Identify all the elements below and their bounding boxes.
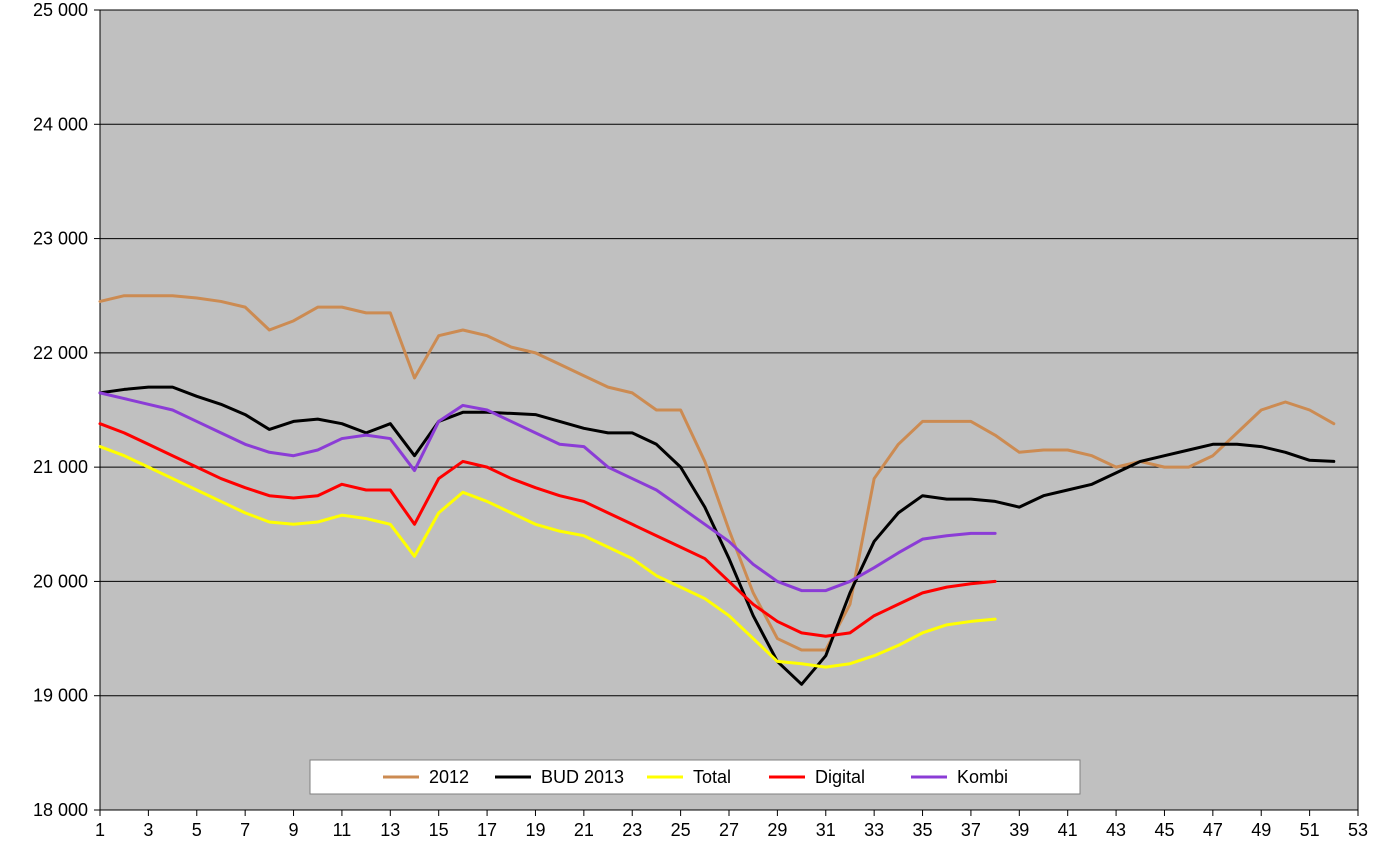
x-tick-label: 9 <box>289 820 299 840</box>
line-chart: 18 000 19 000 20 000 21 000 22 000 23 000 24 0… <box>0 0 1390 860</box>
x-tick-label: 13 <box>380 820 400 840</box>
x-tick-label: 25 <box>671 820 691 840</box>
x-tick-label: 17 <box>477 820 497 840</box>
y-tick-label: 24 000 <box>33 114 88 134</box>
x-tick-label: 51 <box>1300 820 1320 840</box>
x-tick-label: 53 <box>1348 820 1368 840</box>
x-tick-label: 7 <box>240 820 250 840</box>
y-tick-label: 20 000 <box>33 571 88 591</box>
x-tick-label: 1 <box>95 820 105 840</box>
x-tick-label: 21 <box>574 820 594 840</box>
x-tick-label: 49 <box>1251 820 1271 840</box>
y-tick-label: 22 000 <box>33 343 88 363</box>
y-tick-label: 18 000 <box>33 800 88 820</box>
legend-label: BUD 2013 <box>541 767 624 787</box>
x-tick-label: 45 <box>1154 820 1174 840</box>
legend-label: Kombi <box>957 767 1008 787</box>
x-tick-label: 3 <box>143 820 153 840</box>
plot-background <box>100 10 1358 810</box>
x-tick-label: 43 <box>1106 820 1126 840</box>
y-tick-label: 23 000 <box>33 229 88 249</box>
x-tick-label: 31 <box>816 820 836 840</box>
legend-label: Digital <box>815 767 865 787</box>
x-tick-label: 41 <box>1058 820 1078 840</box>
x-tick-label: 27 <box>719 820 739 840</box>
x-tick-label: 33 <box>864 820 884 840</box>
y-tick-label: 19 000 <box>33 686 88 706</box>
x-tick-label: 29 <box>767 820 787 840</box>
x-tick-label: 39 <box>1009 820 1029 840</box>
chart-svg: 18 000 19 000 20 000 21 000 22 000 23 000 24 0… <box>0 0 1390 860</box>
x-tick-label: 37 <box>961 820 981 840</box>
x-tick-label: 23 <box>622 820 642 840</box>
x-tick-label: 35 <box>913 820 933 840</box>
x-tick-label: 47 <box>1203 820 1223 840</box>
x-tick-label: 11 <box>333 820 352 840</box>
y-tick-label: 21 000 <box>33 457 88 477</box>
legend-label: 2012 <box>429 767 469 787</box>
y-tick-label: 25 000 <box>33 0 88 20</box>
x-tick-label: 15 <box>429 820 449 840</box>
x-tick-label: 19 <box>525 820 545 840</box>
x-tick-label: 5 <box>192 820 202 840</box>
legend-label: Total <box>693 767 731 787</box>
